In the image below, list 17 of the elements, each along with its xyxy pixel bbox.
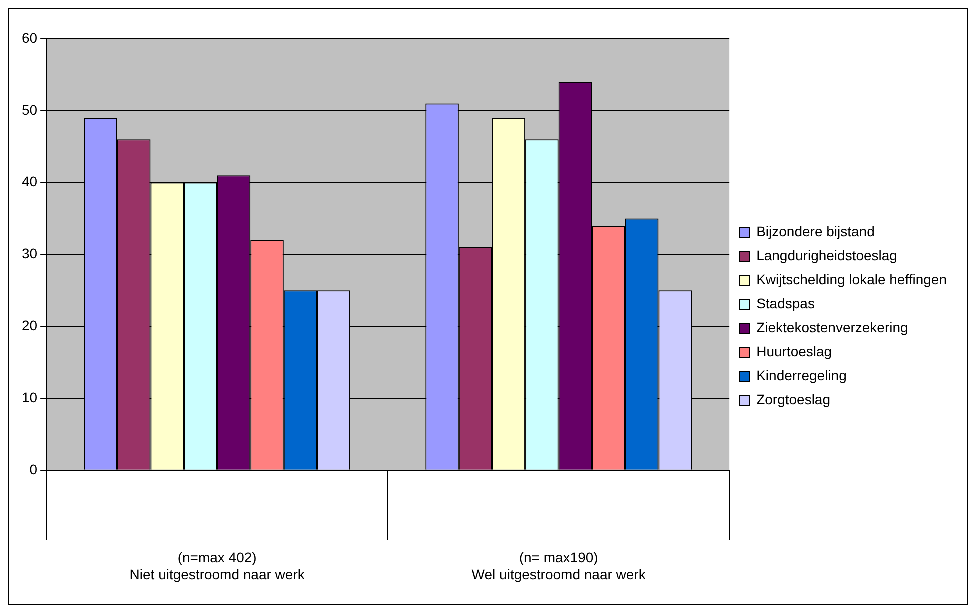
legend-label: Langdurigheidstoeslag [756, 247, 898, 264]
y-tick-label: 10 [22, 389, 38, 406]
x-tick-label: (n=max 402) Niet uitgestroomd naar werk [130, 550, 306, 582]
y-tick-label: 20 [22, 317, 38, 334]
y-tick-label: 0 [30, 461, 38, 478]
y-tick-label: 60 [22, 30, 38, 46]
legend-label: Huurtoeslag [756, 343, 832, 360]
y-tick-label: 50 [22, 102, 38, 118]
x-tick-label: (n= max190) Wel uitgestroomd naar werk [472, 550, 647, 582]
legend-label: Zorgtoeslag [756, 391, 831, 408]
legend-label: Stadspas [756, 295, 815, 312]
legend-label: Bijzondere bijstand [756, 223, 875, 240]
legend-label: Ziektekostenverzekering [756, 319, 908, 336]
legend-label: Kinderregeling [756, 367, 847, 384]
y-tick-label: 30 [22, 246, 38, 262]
y-tick-label: 40 [22, 174, 38, 190]
legend-label: Kwijtschelding lokale heffingen [756, 271, 947, 288]
